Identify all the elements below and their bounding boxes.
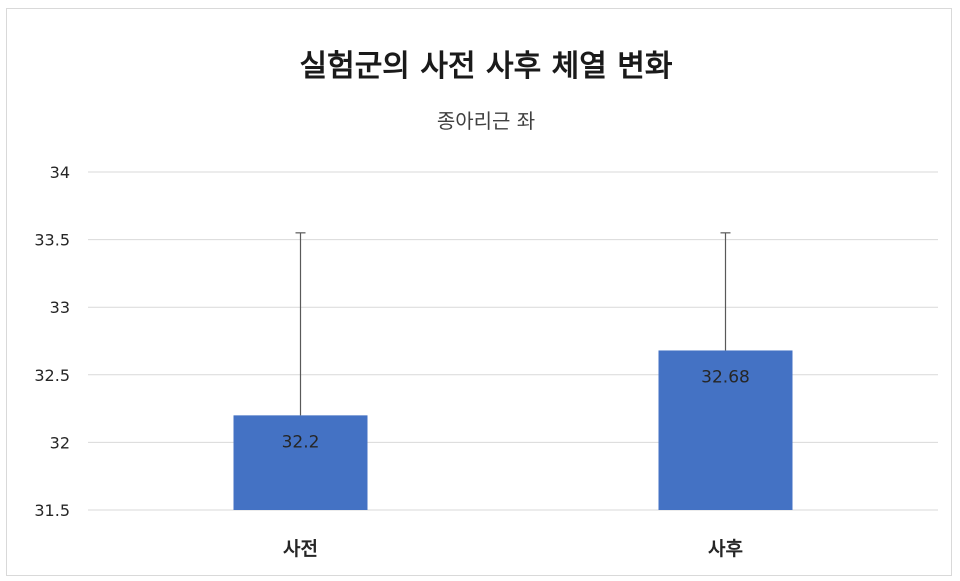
data-label: 32.2 — [282, 432, 320, 452]
error-bars — [295, 232, 731, 416]
y-tick-label: 33 — [50, 298, 70, 317]
y-tick-label: 34 — [50, 163, 70, 182]
x-tick-label: 사전 — [283, 538, 318, 560]
y-tick-label: 32.5 — [34, 366, 70, 385]
y-tick-label: 33.5 — [34, 231, 70, 250]
y-tick-label: 31.5 — [34, 501, 70, 520]
data-label: 32.68 — [701, 367, 750, 387]
gridlines — [88, 171, 938, 511]
y-tick-label: 32 — [50, 433, 70, 452]
chart-title: 실험군의 사전 사후 체열 변화 — [300, 49, 673, 84]
bars — [233, 350, 793, 510]
chart-frame — [6, 8, 952, 576]
bar — [658, 350, 793, 510]
bar — [233, 415, 368, 510]
y-axis-ticks: 31.5 32 32.5 33 33.5 34 — [34, 163, 70, 520]
chart-subtitle: 종아리근 좌 — [437, 109, 535, 133]
data-labels: 32.2 32.68 — [282, 367, 750, 452]
x-axis-ticks: 사전 사후 — [283, 538, 743, 560]
x-tick-label: 사후 — [708, 538, 743, 560]
